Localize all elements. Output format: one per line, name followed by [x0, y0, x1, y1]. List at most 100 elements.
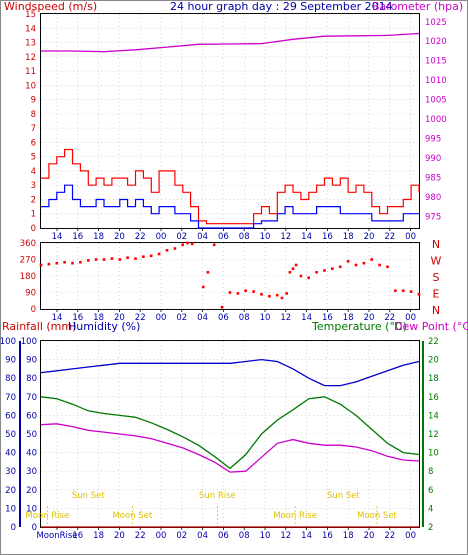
wind-direction-point — [288, 271, 292, 274]
wind-direction-point — [228, 291, 232, 294]
p1-left-tick-6: 6 — [31, 138, 36, 148]
p3-xtick-5: 00 — [156, 531, 167, 541]
p3-xtick-15: 20 — [364, 531, 375, 541]
p1-right-tick-9: 1020 — [425, 37, 447, 47]
p1-right-tick-8: 1015 — [425, 57, 447, 67]
windspeed-axis-label: Windspeed (m/s) — [4, 0, 97, 13]
p3-humidity-tick-8: 80 — [26, 374, 37, 384]
p1-xtick-8: 06 — [218, 232, 229, 242]
p1-right-tick-4: 995 — [425, 135, 441, 145]
wind-direction-point — [118, 258, 122, 261]
p2-xtick-4: 22 — [135, 313, 146, 323]
p1-left-tick-0: 0 — [31, 224, 36, 234]
wind-direction-point — [291, 267, 295, 270]
p1-xtick-4: 22 — [135, 232, 146, 242]
humidity-axis-label: Humidity (%) — [68, 320, 140, 333]
p1-xtick-16: 22 — [384, 232, 395, 242]
p1-xtick-3: 20 — [114, 232, 125, 242]
p2-xtick-11: 12 — [280, 313, 291, 323]
p3-temp-tick-3: 8 — [428, 467, 433, 477]
wind-direction-point — [346, 260, 350, 263]
p1-xtick-2: 18 — [93, 232, 104, 242]
astro-annotation-1: Sun Rise — [199, 491, 236, 501]
p3-humidity-tick-1: 10 — [26, 504, 37, 514]
wind-average-line — [41, 184, 419, 229]
p1-right-tick-1: 980 — [425, 193, 441, 203]
wind-direction-point — [280, 296, 284, 300]
p1-xtick-10: 10 — [260, 232, 271, 242]
p2-xtick-0: 14 — [52, 313, 63, 323]
p3-xtick-9: 08 — [239, 531, 250, 541]
barometer-line — [41, 32, 420, 53]
p1-xtick-6: 02 — [176, 232, 187, 242]
p3-xtick-12: 14 — [301, 531, 312, 541]
wind-direction-point — [39, 263, 43, 267]
p3-humidity-tick-10: 100 — [21, 337, 37, 347]
p3-xtick-16: 22 — [384, 531, 395, 541]
p3-xtick-17: 00 — [405, 531, 416, 541]
wind-gust-line — [41, 148, 420, 225]
astro-annotation-2: Sun Set — [327, 491, 360, 501]
p3-humidity-tick-4: 40 — [26, 449, 37, 459]
p1-xtick-13: 16 — [322, 232, 333, 242]
rainfall-axis-label: Rainfall (mm) — [2, 320, 76, 333]
p1-xtick-11: 12 — [280, 232, 291, 242]
temperature-line — [40, 396, 420, 470]
wind-direction-point — [157, 252, 161, 256]
wind-direction-point — [206, 271, 210, 274]
p2-compass-label-0: N — [432, 238, 440, 251]
wind-direction-point — [181, 243, 184, 247]
wind-direction-point — [94, 258, 98, 261]
p1-left-tick-5: 5 — [31, 153, 36, 163]
wind-direction-point — [79, 260, 82, 264]
p1-right-tick-0: 975 — [425, 212, 441, 222]
p1-right-tick-2: 985 — [425, 173, 441, 183]
p3-temp-tick-5: 12 — [428, 430, 439, 440]
p2-compass-label-3: E — [433, 288, 440, 301]
p1-left-tick-4: 4 — [31, 167, 36, 177]
p3-xtick-3: 20 — [114, 531, 125, 541]
p3-xtick-4: 22 — [135, 531, 146, 541]
p1-left-tick-13: 13 — [25, 39, 36, 49]
p3-rain-tick-2: 20 — [5, 486, 16, 496]
p1-left-tick-7: 7 — [31, 124, 36, 134]
wind-direction-point — [126, 256, 129, 259]
p1-right-tick-10: 1025 — [425, 18, 447, 28]
wind-direction-point — [87, 259, 90, 262]
wind-direction-point — [338, 265, 342, 269]
p1-xtick-17: 00 — [405, 232, 416, 242]
p2-left-tick-0: 0 — [31, 305, 36, 315]
series-marks — [39, 32, 421, 528]
p3-humidity-tick-2: 20 — [26, 486, 37, 496]
wind-direction-point — [244, 289, 247, 292]
wind-direction-point — [260, 293, 263, 296]
wind-direction-point — [275, 293, 279, 297]
p1-right-tick-5: 1000 — [425, 115, 447, 125]
grid-lines — [41, 13, 419, 528]
p3-temp-tick-1: 4 — [428, 504, 433, 514]
p2-xtick-17: 00 — [405, 313, 416, 323]
p3-temp-tick-0: 2 — [428, 523, 433, 533]
wind-direction-point — [417, 293, 421, 296]
p2-left-tick-1: 90 — [25, 289, 36, 299]
dewpoint-line — [40, 423, 420, 473]
p3-temp-tick-2: 6 — [428, 486, 433, 496]
dewpoint-axis-label: Dew Point (°C) — [394, 320, 468, 333]
p2-xtick-16: 22 — [384, 313, 395, 323]
p2-left-tick-3: 270 — [20, 256, 36, 266]
wind-direction-point — [55, 261, 59, 265]
p3-xtick-0: MoonRise — [36, 531, 77, 541]
p2-xtick-13: 16 — [322, 313, 333, 323]
p2-xtick-10: 10 — [260, 313, 271, 323]
p3-rain-tick-1: 10 — [5, 504, 16, 514]
p3-xtick-14: 18 — [343, 531, 354, 541]
p3-humidity-tick-7: 70 — [26, 393, 37, 403]
p1-xtick-7: 04 — [197, 232, 208, 242]
p1-left-tick-8: 8 — [31, 110, 36, 120]
wind-direction-point — [354, 263, 358, 267]
wind-direction-point — [149, 254, 153, 258]
p1-left-tick-11: 11 — [25, 67, 36, 77]
wind-direction-point — [212, 243, 216, 247]
p3-xtick-6: 02 — [176, 531, 187, 541]
